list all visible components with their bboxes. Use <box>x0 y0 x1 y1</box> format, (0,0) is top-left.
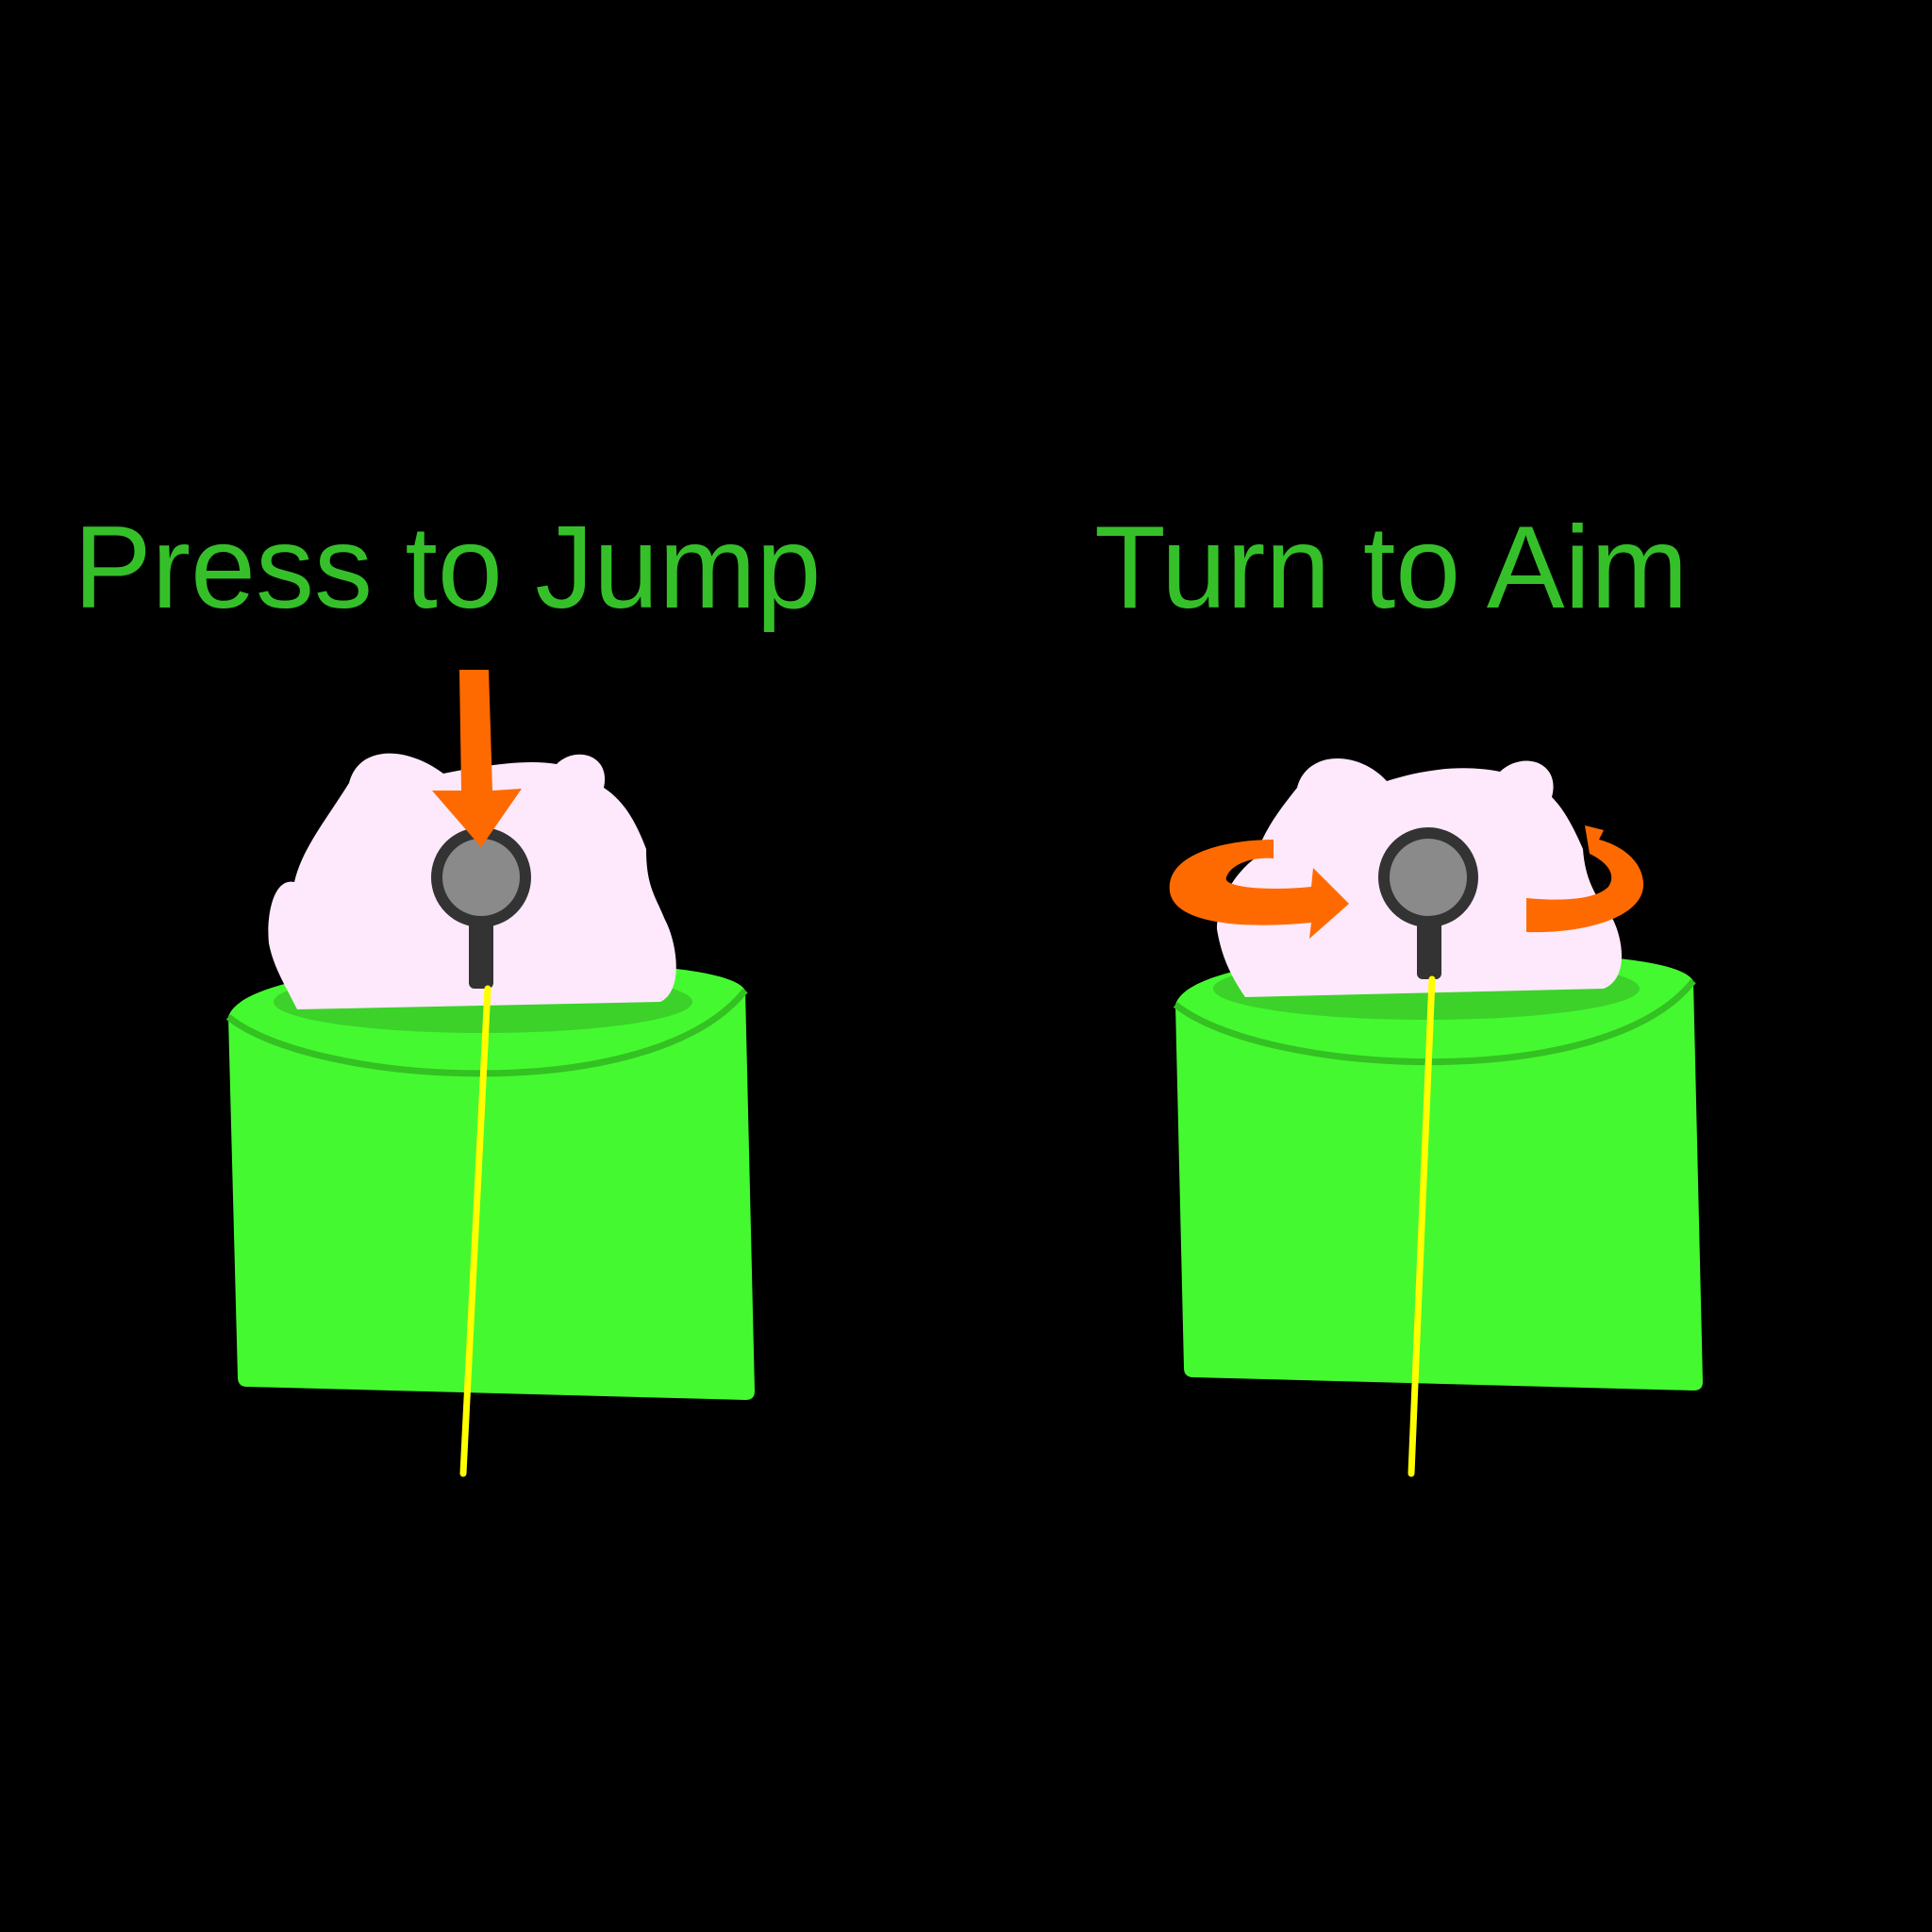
turn-to-aim-title: Turn to Aim <box>1094 503 1689 633</box>
arrow-down-icon <box>432 670 522 847</box>
laser-beam <box>459 985 491 1477</box>
cup-rim-shadow <box>1173 978 1696 1066</box>
laser-beam <box>1407 975 1436 1477</box>
rotate-arrows-icon <box>1169 825 1644 939</box>
knob-button <box>1378 827 1478 927</box>
cup-body <box>1175 952 1703 1391</box>
turn-panel <box>1169 758 1703 1477</box>
cup-body <box>228 961 755 1400</box>
press-to-jump-title: Press to Jump <box>74 503 822 633</box>
rotate-arrow-left <box>1169 840 1349 939</box>
rotate-arrow-right <box>1526 825 1644 933</box>
press-panel <box>225 670 755 1477</box>
